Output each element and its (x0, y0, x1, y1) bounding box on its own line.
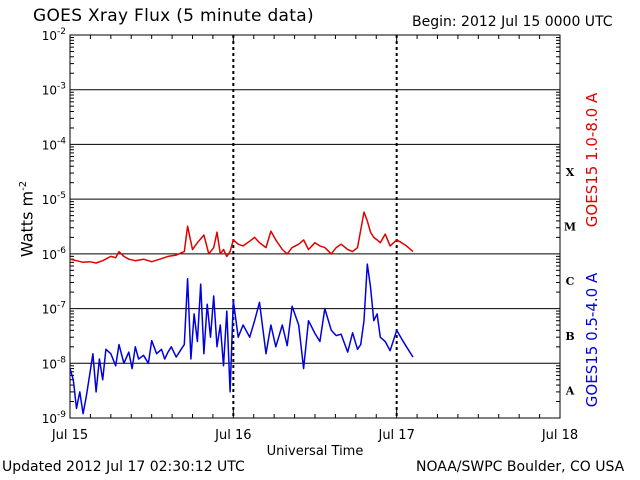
updated-timestamp: Updated 2012 Jul 17 02:30:12 UTC (2, 459, 245, 475)
begin-time: Begin: 2012 Jul 15 0000 UTC (412, 14, 613, 30)
chart-title: GOES Xray Flux (5 minute data) (33, 6, 314, 26)
series-line-short (69, 263, 414, 415)
y-tick-label: 10-6 (42, 246, 67, 262)
x-axis-label: Universal Time (267, 444, 364, 459)
x-tick-label: Jul 18 (541, 428, 578, 443)
y-tick-label: 10-7 (42, 301, 66, 317)
plot-frame (69, 34, 561, 419)
y-tick-label: 10-5 (42, 191, 66, 207)
y-tick-label: 10-4 (42, 136, 67, 152)
y-tick-label: 10-8 (42, 355, 67, 371)
x-tick-label: Jul 16 (214, 428, 251, 443)
x-tick-label: Jul 15 (51, 428, 88, 443)
credit-text: NOAA/SWPC Boulder, CO USA (416, 459, 625, 475)
y-tick-label: 10-9 (42, 410, 67, 426)
flare-class-label: B (565, 330, 574, 343)
series-line-long (69, 211, 414, 264)
flare-class-label: X (566, 166, 575, 179)
flare-class-label: A (565, 385, 575, 398)
flare-class-label: C (566, 275, 575, 288)
x-tick-label: Jul 17 (377, 428, 414, 443)
y-tick-label: 10-2 (42, 27, 66, 43)
y-tick-label: 10-3 (42, 82, 66, 98)
flare-class-label: M (564, 221, 576, 234)
